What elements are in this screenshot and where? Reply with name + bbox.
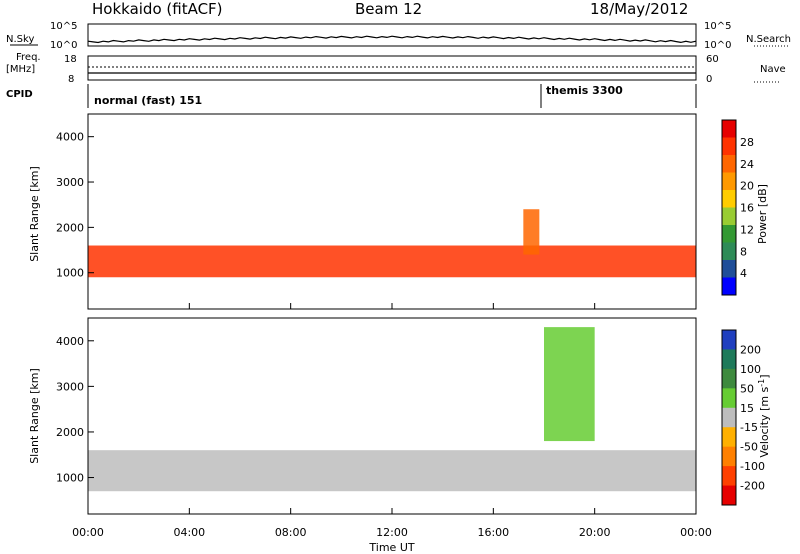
colorbar-swatch xyxy=(722,260,736,278)
colorbar-tick-label: 28 xyxy=(740,136,754,149)
nave-tick-bottom: 0 xyxy=(706,74,712,85)
colorbar-swatch xyxy=(722,207,736,226)
xtick-label: 00:00 xyxy=(72,526,104,539)
velocity-colorbar: 200 100 50 15 -15 -50 -100 -200 xyxy=(721,329,765,506)
colorbar-swatch xyxy=(722,277,736,296)
power-heatmap xyxy=(88,209,696,278)
heatmap-band xyxy=(88,245,696,278)
power-panel-frame xyxy=(87,113,697,310)
nsky-tick-top: 10^5 xyxy=(50,21,77,32)
velocity-colorbar-label-end: ] xyxy=(758,374,771,378)
heatmap-band xyxy=(544,327,595,442)
colorbar-swatch xyxy=(722,446,736,467)
station-title: Hokkaido (fitACF) xyxy=(92,0,223,18)
freq-label-2: [MHz] xyxy=(6,64,35,75)
freq-tick-top: 18 xyxy=(64,54,77,65)
colorbar-tick-label: 200 xyxy=(740,343,761,356)
xtick-label: 04:00 xyxy=(173,526,205,539)
ytick-label: 4000 xyxy=(56,335,84,348)
xlabel: Time UT xyxy=(368,541,414,554)
ytick-label: 2000 xyxy=(56,426,84,439)
ylabel-velocity: Slant Range [km] xyxy=(28,368,41,464)
cpid-normal: normal (fast) 151 xyxy=(94,94,202,107)
colorbar-swatch xyxy=(722,225,736,243)
nsky-tick-bottom: 10^0 xyxy=(50,40,77,51)
colorbar-swatch xyxy=(722,190,736,208)
colorbar-tick-label: 50 xyxy=(740,382,754,395)
colorbar-swatch xyxy=(722,427,736,448)
velocity-colorbar-label-main: Velocity [m s xyxy=(758,386,771,457)
heatmap-feature xyxy=(523,209,540,255)
xtick-label: 00:00 xyxy=(680,526,712,539)
colorbar-frame xyxy=(721,119,737,296)
ytick-label: 3000 xyxy=(56,176,84,189)
colorbar-tick-label: 20 xyxy=(740,180,754,193)
colorbar-swatch xyxy=(722,388,736,409)
colorbar-tick-label: 100 xyxy=(740,363,761,376)
xtick-label: 12:00 xyxy=(376,526,408,539)
nsearch-tick-top: 10^5 xyxy=(704,21,731,32)
colorbar-tick-label: 15 xyxy=(740,402,754,415)
colorbar-tick-label: 4 xyxy=(740,267,747,280)
cpid-label: CPID xyxy=(6,89,33,100)
colorbar-swatch xyxy=(722,172,736,191)
ytick-label: 3000 xyxy=(56,380,84,393)
velocity-heatmap xyxy=(88,327,696,492)
nsky-trace xyxy=(87,35,697,44)
colorbar-swatch xyxy=(722,466,736,487)
colorbar-swatch xyxy=(722,485,736,506)
colorbar-swatch xyxy=(722,407,736,428)
colorbar-swatch xyxy=(722,155,736,173)
colorbar-tick-label: 8 xyxy=(740,245,747,258)
freq-panel-frame xyxy=(87,55,697,81)
colorbar-swatch xyxy=(722,330,736,350)
ytick-label: 1000 xyxy=(56,472,84,485)
colorbar-swatch xyxy=(722,137,736,156)
nsearch-label: N.Search xyxy=(746,34,791,45)
colorbar-tick-label: -15 xyxy=(740,421,758,434)
freq-tick-bottom: 8 xyxy=(68,74,74,85)
xtick-label: 16:00 xyxy=(477,526,509,539)
date-title: 18/May/2012 xyxy=(590,0,688,18)
xtick-label: 20:00 xyxy=(579,526,611,539)
nsky-panel-frame xyxy=(87,23,697,47)
colorbar-swatch xyxy=(722,120,736,138)
cpid-themis: themis 3300 xyxy=(546,84,623,97)
colorbar-tick-label: 24 xyxy=(740,158,754,171)
nave-tick-top: 60 xyxy=(706,54,719,65)
nsky-label: N.Sky xyxy=(6,34,34,45)
beam-title: Beam 12 xyxy=(355,0,422,18)
colorbar-swatch xyxy=(722,242,736,261)
nave-label: Nave xyxy=(760,64,786,75)
ylabel-power: Slant Range [km] xyxy=(28,166,41,262)
colorbar-tick-label: -200 xyxy=(740,480,765,493)
colorbar-frame xyxy=(721,329,737,506)
power-colorbar-label: Power [dB] xyxy=(756,184,769,244)
velocity-colorbar-label: Velocity [m s-1] xyxy=(757,374,771,457)
colorbar-swatch xyxy=(722,349,736,370)
nsky-line xyxy=(87,35,697,44)
ytick-label: 1000 xyxy=(56,267,84,280)
freq-label-1: Freq. xyxy=(16,52,41,63)
nsearch-tick-bottom: 10^0 xyxy=(704,40,731,51)
colorbar-tick-label: -50 xyxy=(740,441,758,454)
colorbar-tick-label: 16 xyxy=(740,202,754,215)
ytick-label: 2000 xyxy=(56,221,84,234)
power-colorbar: 28 24 20 16 12 8 4 xyxy=(721,119,754,296)
heatmap-band xyxy=(88,450,696,492)
xtick-label: 08:00 xyxy=(275,526,307,539)
colorbar-tick-label: -100 xyxy=(740,460,765,473)
velocity-colorbar-label-sup: -1 xyxy=(757,379,766,387)
colorbar-tick-label: 12 xyxy=(740,223,754,236)
colorbar-swatch xyxy=(722,368,736,389)
ytick-label: 4000 xyxy=(56,131,84,144)
